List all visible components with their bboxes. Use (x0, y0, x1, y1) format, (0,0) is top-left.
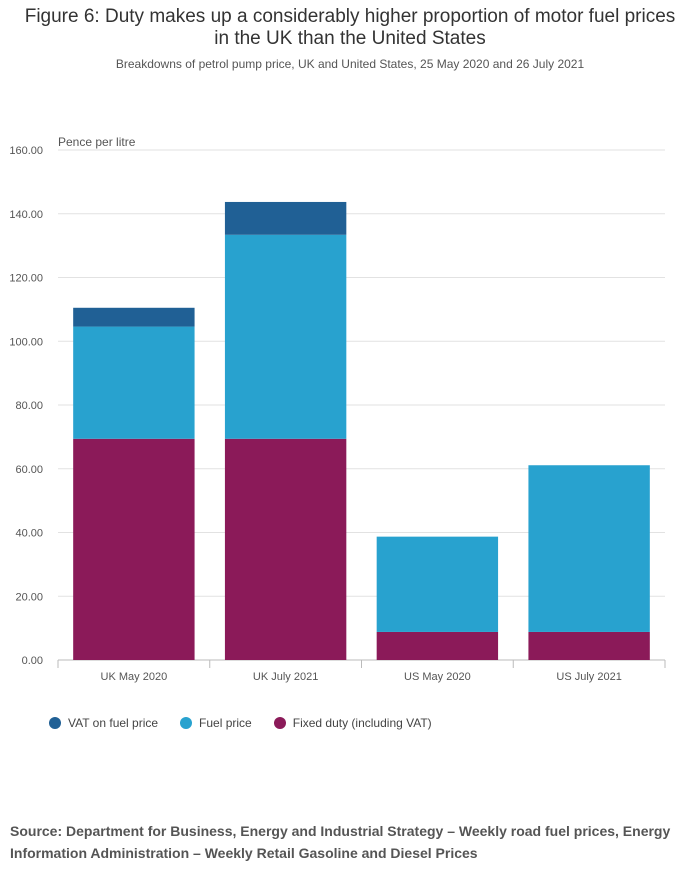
bar-segment (73, 326, 195, 439)
y-tick-label: 20.00 (15, 591, 43, 603)
bar-segment (528, 465, 650, 632)
bar-segment (224, 438, 347, 660)
legend-label: VAT on fuel price (68, 716, 159, 730)
chart-legend: VAT on fuel price Fuel price Fixed duty (i… (49, 716, 454, 730)
legend-label: Fuel price (199, 716, 252, 730)
legend-swatch (273, 717, 286, 729)
chart-title: Figure 6: Duty makes up a considerably h… (24, 6, 676, 49)
bar-segment (376, 631, 499, 660)
bar-chart: 0.00 20.00 40.00 60.00 80.00 100.00 120.00 140.… (9, 135, 666, 683)
x-tick-label: UK July 2021 (253, 671, 318, 683)
bar-segment (224, 234, 347, 439)
legend-label: Fixed duty (including VAT) (292, 716, 432, 730)
y-tick-label: 160.00 (9, 145, 43, 157)
y-axis-label: Pence per litre (58, 135, 136, 149)
legend-item: Fixed duty (including VAT) (273, 716, 432, 730)
bar-segment (528, 631, 650, 660)
bar-segment (73, 307, 195, 327)
bar-segment (376, 536, 499, 632)
legend-swatch (180, 717, 193, 729)
source-note: Source: Department for Business, Energy … (10, 823, 671, 861)
y-tick-label: 120.00 (9, 273, 43, 285)
y-tick-label: 60.00 (15, 464, 43, 476)
y-tick-label: 100.00 (9, 336, 43, 348)
legend-swatch (49, 717, 61, 729)
legend-item: VAT on fuel price (49, 716, 158, 730)
x-tick-label: US May 2020 (404, 671, 471, 683)
y-tick-label: 40.00 (15, 528, 43, 540)
bar-segment (73, 438, 195, 660)
bar-segment (224, 201, 347, 235)
y-tick-label: 140.00 (9, 209, 43, 221)
y-tick-label: 80.00 (15, 400, 43, 412)
chart-subtitle: Breakdowns of petrol pump price, UK and … (115, 57, 585, 71)
x-tick-label: US July 2021 (556, 671, 621, 683)
y-tick-label: 0.00 (22, 655, 43, 667)
legend-item: Fuel price (180, 716, 252, 730)
x-tick-label: UK May 2020 (101, 671, 168, 683)
